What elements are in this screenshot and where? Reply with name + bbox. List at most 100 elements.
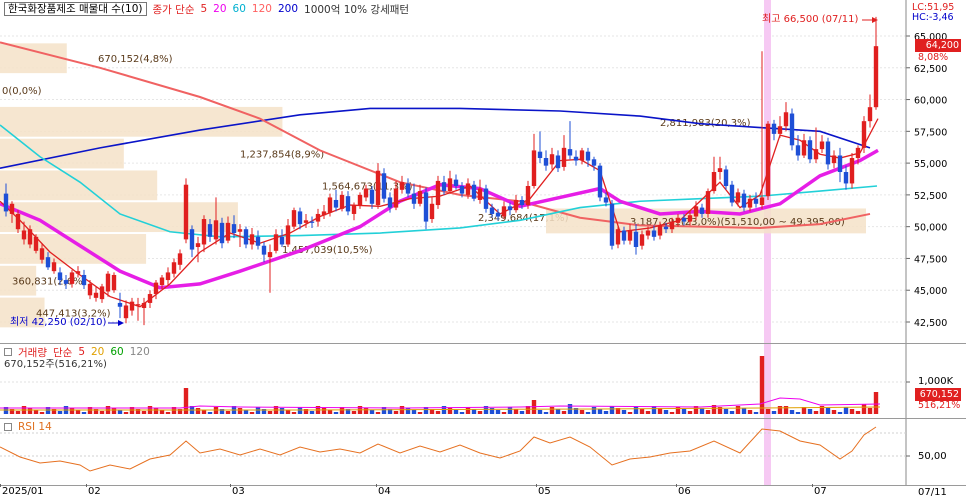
volume-bar <box>15 411 21 414</box>
candle-body <box>513 199 519 211</box>
candle-body <box>201 219 207 245</box>
volume-bar <box>849 409 855 414</box>
volume-bar <box>615 408 621 414</box>
candle-body <box>345 196 351 212</box>
candle-body <box>195 243 201 248</box>
candle-body <box>165 272 171 281</box>
volume-bar <box>267 411 273 414</box>
ma-period-120: 120 <box>251 3 272 15</box>
candle-body <box>855 147 861 159</box>
volume-bar <box>489 408 495 414</box>
current-volume-pct: 516,21% <box>918 400 961 411</box>
candle-body <box>363 188 369 198</box>
date-axis: 2025/01 02 03 04 05 06 07 <box>0 484 966 499</box>
date-axis-tick <box>230 484 231 487</box>
candle-body <box>303 220 309 223</box>
candle-body <box>477 188 483 200</box>
candle-body <box>531 150 537 186</box>
volume-bar <box>759 356 765 414</box>
volume-label: 거래량 <box>18 346 47 359</box>
volume-profile-label: 2,349,684(17,1%) <box>478 213 569 224</box>
date-axis-label: 2025/01 <box>2 486 44 497</box>
volume-bar <box>423 407 429 414</box>
volume-bar <box>777 406 783 414</box>
candle-body <box>603 197 609 203</box>
candle-body <box>717 168 723 173</box>
volume-bar <box>675 407 681 414</box>
volume-bar <box>117 410 123 414</box>
volume-bar <box>363 408 369 414</box>
candle-body <box>321 211 327 216</box>
volume-bar <box>33 410 39 414</box>
volume-bar <box>123 412 129 414</box>
stock-name-box[interactable]: 한국화장품제조 매물대 수(10) <box>4 2 147 16</box>
rsi-chart[interactable] <box>0 419 966 485</box>
last-date-label: 07/11 <box>918 487 947 498</box>
volume-bar <box>9 409 15 414</box>
volume-bar <box>393 411 399 414</box>
volume-bar <box>861 404 867 414</box>
highlight-band <box>764 344 771 418</box>
candle-body <box>147 294 153 303</box>
volume-bar <box>309 411 315 414</box>
candle-body <box>543 158 549 166</box>
candle-body <box>27 229 33 245</box>
candle-body <box>849 158 855 184</box>
volume-bar <box>81 412 87 414</box>
candle-body <box>837 155 843 173</box>
current-volume-value: 670,152 <box>919 389 959 400</box>
volume-bar <box>75 410 81 414</box>
candle-body <box>447 178 453 192</box>
price-axis-label: 42,500 <box>914 318 947 329</box>
candle-body <box>75 271 81 274</box>
candle-body <box>825 141 831 165</box>
candle-body <box>237 229 243 232</box>
volume-profile-label: 1,457,039(10,5%) <box>282 245 373 256</box>
candle-body <box>585 151 591 161</box>
volume-bar <box>351 411 357 414</box>
volume-bar <box>369 410 375 414</box>
candle-body <box>459 185 465 194</box>
volume-bar <box>717 407 723 414</box>
candle-body <box>21 230 27 240</box>
candle-body <box>153 282 159 295</box>
volume-bar <box>411 410 417 414</box>
candle-body <box>81 274 87 286</box>
candle-body <box>753 198 759 204</box>
date-axis-label: 06 <box>678 486 691 497</box>
volume-bar <box>657 408 663 414</box>
price-axis-label: 55,000 <box>914 159 947 170</box>
candle-body <box>375 170 381 206</box>
volume-bar <box>837 412 843 414</box>
volume-bar <box>537 410 543 414</box>
volume-bar <box>471 409 477 414</box>
candle-body <box>339 194 345 209</box>
candle-body <box>111 274 117 291</box>
volume-bar <box>51 409 57 414</box>
candle-body <box>807 140 813 160</box>
date-axis-tick <box>86 484 87 487</box>
volume-bar <box>609 406 615 414</box>
volume-chart[interactable] <box>0 344 966 418</box>
candle-body <box>783 112 789 127</box>
candle-body <box>813 149 819 160</box>
volume-bar <box>711 405 717 414</box>
candle-body <box>123 305 129 319</box>
volume-bar <box>135 409 141 414</box>
volume-bar <box>285 410 291 414</box>
candle-body <box>663 226 669 230</box>
candle-body <box>765 123 771 197</box>
volume-bar <box>831 410 837 414</box>
candle-body <box>627 230 633 241</box>
date-axis-tick <box>536 484 537 487</box>
volume-profile-bar <box>0 43 67 74</box>
volume-bar <box>855 411 861 414</box>
candle-body <box>615 229 621 245</box>
volume-bar <box>243 410 249 414</box>
volume-bar <box>111 408 117 414</box>
volume-bar <box>249 412 255 414</box>
price-chart[interactable]: 65,000 62,500 60,000 57,500 55,000 52,500 50,0… <box>0 0 966 343</box>
volume-bar <box>69 408 75 414</box>
volume-bar <box>339 407 345 414</box>
